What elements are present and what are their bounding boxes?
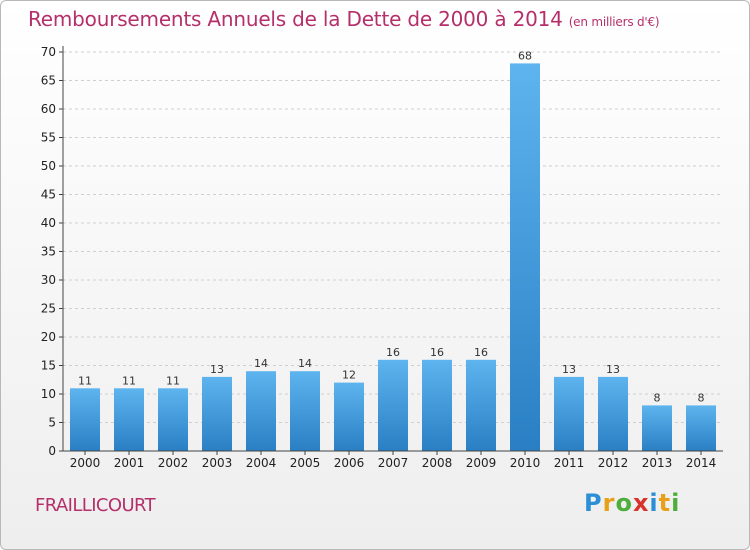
y-tick-label: 65 bbox=[41, 74, 56, 88]
bar-2001 bbox=[114, 388, 144, 451]
x-tick-label: 2002 bbox=[158, 456, 189, 470]
unit-label: (en milliers d'€) bbox=[568, 15, 660, 29]
x-tick-label: 2005 bbox=[290, 456, 321, 470]
y-tick-label: 50 bbox=[41, 159, 56, 173]
value-label: 13 bbox=[562, 363, 576, 376]
y-tick-label: 10 bbox=[41, 387, 56, 401]
value-label: 13 bbox=[606, 363, 620, 376]
bars: 11 11 11 13 14 14 12 16 16 16 68 13 13 8 8 bbox=[70, 49, 716, 452]
bar-2000 bbox=[70, 388, 100, 451]
title-text: Remboursements Annuels de la Dette de 20… bbox=[28, 7, 563, 31]
x-tick-label: 2003 bbox=[202, 456, 233, 470]
y-tick-label: 5 bbox=[48, 416, 56, 430]
value-label: 14 bbox=[254, 357, 268, 370]
bar-2005 bbox=[290, 371, 320, 451]
value-label: 12 bbox=[342, 369, 356, 382]
y-tick-label: 40 bbox=[41, 216, 56, 230]
x-tick-label: 2011 bbox=[554, 456, 585, 470]
logo-letter: x bbox=[632, 489, 650, 517]
y-tick-label: 60 bbox=[41, 102, 56, 116]
bar-2014 bbox=[686, 405, 716, 451]
y-tick-label: 70 bbox=[41, 45, 56, 59]
bar-2003 bbox=[202, 376, 232, 451]
x-tick-label: 2007 bbox=[378, 456, 409, 470]
y-tick-label: 15 bbox=[41, 359, 56, 373]
value-label: 14 bbox=[298, 357, 312, 370]
y-tick-label: 25 bbox=[41, 302, 56, 316]
logo-letter: i bbox=[649, 489, 659, 517]
x-tick-label: 2008 bbox=[422, 456, 453, 470]
bar-2009 bbox=[466, 359, 496, 451]
value-label: 11 bbox=[166, 374, 180, 387]
logo-letter: t bbox=[658, 489, 672, 517]
x-tick-label: 2006 bbox=[334, 456, 365, 470]
bar-2011 bbox=[554, 376, 584, 451]
bar-2012 bbox=[598, 376, 628, 451]
bar-2010 bbox=[510, 63, 540, 452]
bar-2002 bbox=[158, 388, 188, 451]
bar-2008 bbox=[422, 359, 452, 451]
x-tick-label: 2014 bbox=[686, 456, 717, 470]
value-label: 13 bbox=[210, 363, 224, 376]
value-label: 11 bbox=[122, 374, 136, 387]
bar-2007 bbox=[378, 359, 408, 451]
value-label: 16 bbox=[474, 346, 488, 359]
value-label: 11 bbox=[78, 374, 92, 387]
value-label: 8 bbox=[654, 391, 661, 404]
bar-2013 bbox=[642, 405, 672, 451]
y-tick-label: 0 bbox=[48, 444, 56, 458]
axes: 0 5 10 15 20 25 30 35 40 45 50 55 60 65 70 2000 2001 2002… bbox=[41, 45, 723, 470]
y-tick-label: 35 bbox=[41, 245, 56, 259]
value-label: 68 bbox=[518, 49, 532, 62]
logo-letter: r bbox=[602, 489, 616, 517]
logo-letter: i bbox=[671, 489, 681, 517]
x-tick-label: 2001 bbox=[114, 456, 145, 470]
bar-2004 bbox=[246, 371, 276, 451]
commune-name: FRAILLICOURT bbox=[35, 495, 156, 516]
bar-2006 bbox=[334, 382, 364, 451]
x-tick-label: 2004 bbox=[246, 456, 277, 470]
proxiti-logo: Proxiti bbox=[584, 489, 680, 517]
x-tick-label: 2013 bbox=[642, 456, 673, 470]
chart-title: Remboursements Annuels de la Dette de 20… bbox=[28, 7, 660, 31]
x-tick-label: 2000 bbox=[70, 456, 101, 470]
y-tick-label: 55 bbox=[41, 131, 56, 145]
logo-letter: P bbox=[584, 489, 603, 517]
y-tick-label: 45 bbox=[41, 188, 56, 202]
x-tick-label: 2009 bbox=[466, 456, 497, 470]
value-label: 8 bbox=[698, 391, 705, 404]
logo-letter: o bbox=[615, 489, 633, 517]
y-tick-label: 20 bbox=[41, 330, 56, 344]
value-label: 16 bbox=[430, 346, 444, 359]
value-label: 16 bbox=[386, 346, 400, 359]
x-tick-label: 2012 bbox=[598, 456, 629, 470]
x-tick-label: 2010 bbox=[510, 456, 541, 470]
y-tick-label: 30 bbox=[41, 273, 56, 287]
